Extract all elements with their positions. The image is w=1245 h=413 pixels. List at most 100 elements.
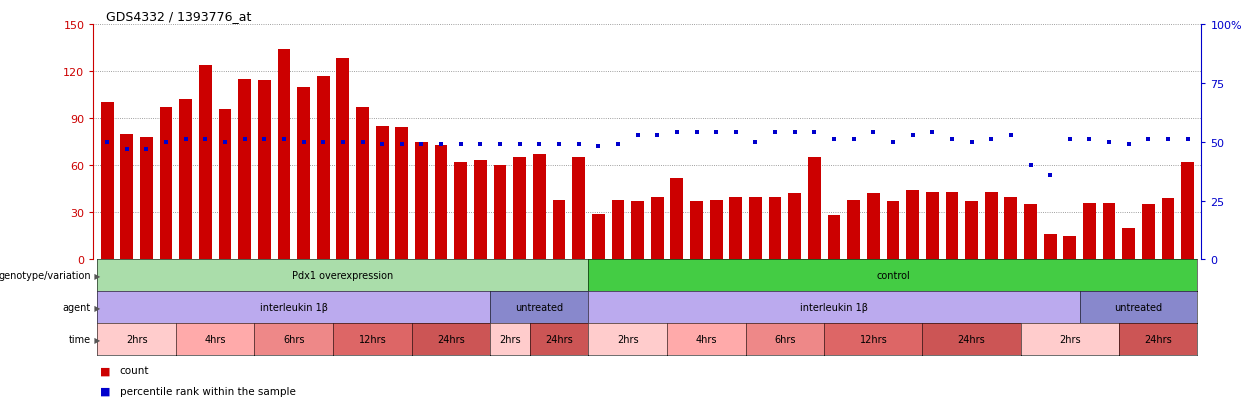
Point: [451, 141, 471, 148]
Bar: [435, 145, 447, 260]
Bar: [651, 197, 664, 260]
Text: 24hrs: 24hrs: [957, 334, 986, 344]
Text: 2hrs: 2hrs: [618, 334, 639, 344]
Text: ▶: ▶: [92, 303, 101, 312]
Bar: [356, 108, 369, 260]
Bar: [848, 200, 860, 260]
Bar: [415, 142, 428, 260]
Text: genotype/variation: genotype/variation: [0, 271, 91, 281]
Text: time: time: [68, 334, 91, 344]
Bar: [139, 138, 153, 260]
Bar: [611, 200, 624, 260]
Bar: [710, 200, 722, 260]
Text: 2hrs: 2hrs: [126, 334, 147, 344]
Point: [195, 137, 215, 143]
Bar: [808, 158, 820, 260]
Bar: [1043, 235, 1057, 260]
Text: 6hrs: 6hrs: [283, 334, 305, 344]
Bar: [671, 178, 684, 260]
Point: [352, 139, 372, 146]
Bar: [1083, 203, 1096, 260]
Point: [784, 130, 804, 136]
Bar: [376, 127, 388, 260]
Bar: [219, 109, 232, 260]
Bar: [101, 103, 113, 260]
Point: [863, 130, 883, 136]
Point: [117, 146, 137, 153]
Text: GDS4332 / 1393776_at: GDS4332 / 1393776_at: [106, 10, 251, 23]
Point: [942, 137, 962, 143]
Bar: [199, 66, 212, 260]
Point: [961, 139, 981, 146]
Bar: [396, 128, 408, 260]
Bar: [926, 192, 939, 260]
Text: interleukin 1β: interleukin 1β: [801, 302, 868, 313]
Bar: [1025, 205, 1037, 260]
Point: [392, 141, 412, 148]
Point: [1079, 137, 1099, 143]
Point: [471, 141, 491, 148]
Text: ■: ■: [100, 386, 110, 396]
Point: [332, 139, 352, 146]
Bar: [631, 202, 644, 260]
Bar: [768, 197, 782, 260]
Bar: [121, 135, 133, 260]
Bar: [238, 80, 251, 260]
Point: [1040, 172, 1059, 178]
Bar: [886, 202, 899, 260]
Bar: [730, 197, 742, 260]
Point: [981, 137, 1001, 143]
Bar: [1063, 236, 1076, 260]
Bar: [258, 81, 270, 260]
Point: [569, 141, 589, 148]
Bar: [454, 163, 467, 260]
Text: 12hrs: 12hrs: [859, 334, 888, 344]
Text: ▶: ▶: [92, 335, 101, 344]
Point: [1001, 132, 1021, 138]
Point: [156, 139, 176, 146]
Point: [215, 139, 235, 146]
Point: [903, 132, 923, 138]
Point: [176, 137, 195, 143]
Point: [372, 141, 392, 148]
Point: [686, 130, 706, 136]
Point: [529, 141, 549, 148]
Point: [254, 137, 274, 143]
Point: [431, 141, 451, 148]
Text: agent: agent: [62, 302, 91, 313]
Point: [549, 141, 569, 148]
Point: [235, 137, 255, 143]
Bar: [316, 76, 330, 260]
Bar: [1005, 197, 1017, 260]
Bar: [906, 191, 919, 260]
Bar: [1162, 199, 1174, 260]
Text: 12hrs: 12hrs: [359, 334, 386, 344]
Text: 2hrs: 2hrs: [499, 334, 520, 344]
Bar: [1122, 228, 1135, 260]
Bar: [336, 59, 350, 260]
Bar: [494, 166, 507, 260]
Text: 4hrs: 4hrs: [204, 334, 225, 344]
Text: control: control: [876, 271, 910, 281]
Point: [97, 139, 117, 146]
Point: [726, 130, 746, 136]
Point: [1158, 137, 1178, 143]
Text: interleukin 1β: interleukin 1β: [260, 302, 327, 313]
Text: Pdx1 overexpression: Pdx1 overexpression: [293, 271, 393, 281]
Bar: [965, 202, 979, 260]
Point: [667, 130, 687, 136]
Point: [589, 144, 609, 150]
Bar: [513, 158, 527, 260]
Bar: [945, 192, 959, 260]
Text: 4hrs: 4hrs: [696, 334, 717, 344]
Bar: [573, 158, 585, 260]
Text: percentile rank within the sample: percentile rank within the sample: [120, 386, 295, 396]
Point: [1059, 137, 1079, 143]
Point: [804, 130, 824, 136]
Bar: [828, 216, 840, 260]
Point: [274, 137, 294, 143]
Bar: [690, 202, 703, 260]
Point: [1099, 139, 1119, 146]
Text: 24hrs: 24hrs: [437, 334, 464, 344]
Point: [627, 132, 647, 138]
